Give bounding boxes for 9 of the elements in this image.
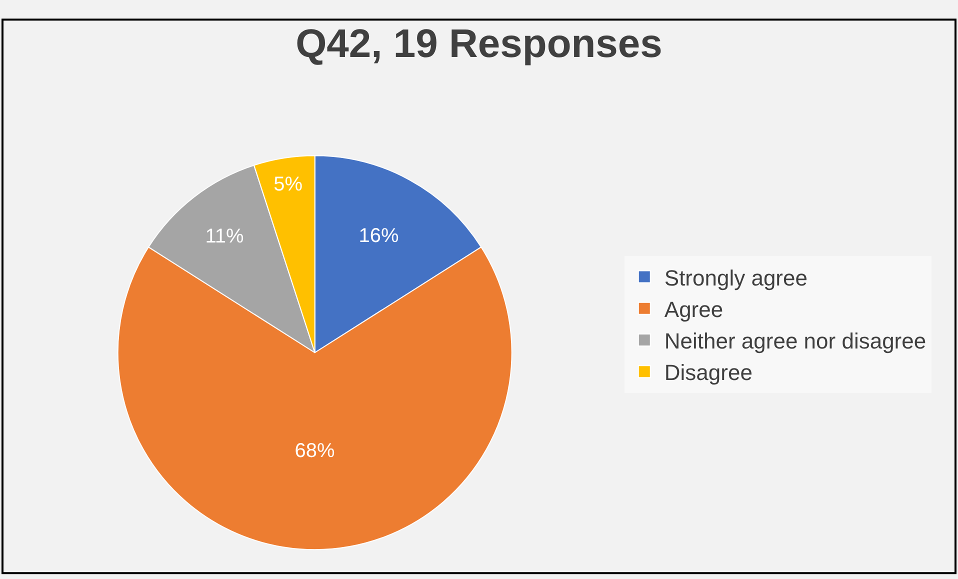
data-label: 68%: [294, 440, 335, 462]
legend-label: Neither agree nor disagree: [664, 328, 926, 354]
data-label: 11%: [205, 225, 244, 248]
chart-title: Q42, 19 Responses: [296, 22, 662, 66]
legend-label: Disagree: [664, 360, 752, 386]
legend-label: Strongly agree: [664, 265, 808, 290]
legend-label: Agree: [664, 296, 724, 322]
data-label: 16%: [358, 225, 400, 248]
data-label: 5%: [274, 173, 303, 196]
